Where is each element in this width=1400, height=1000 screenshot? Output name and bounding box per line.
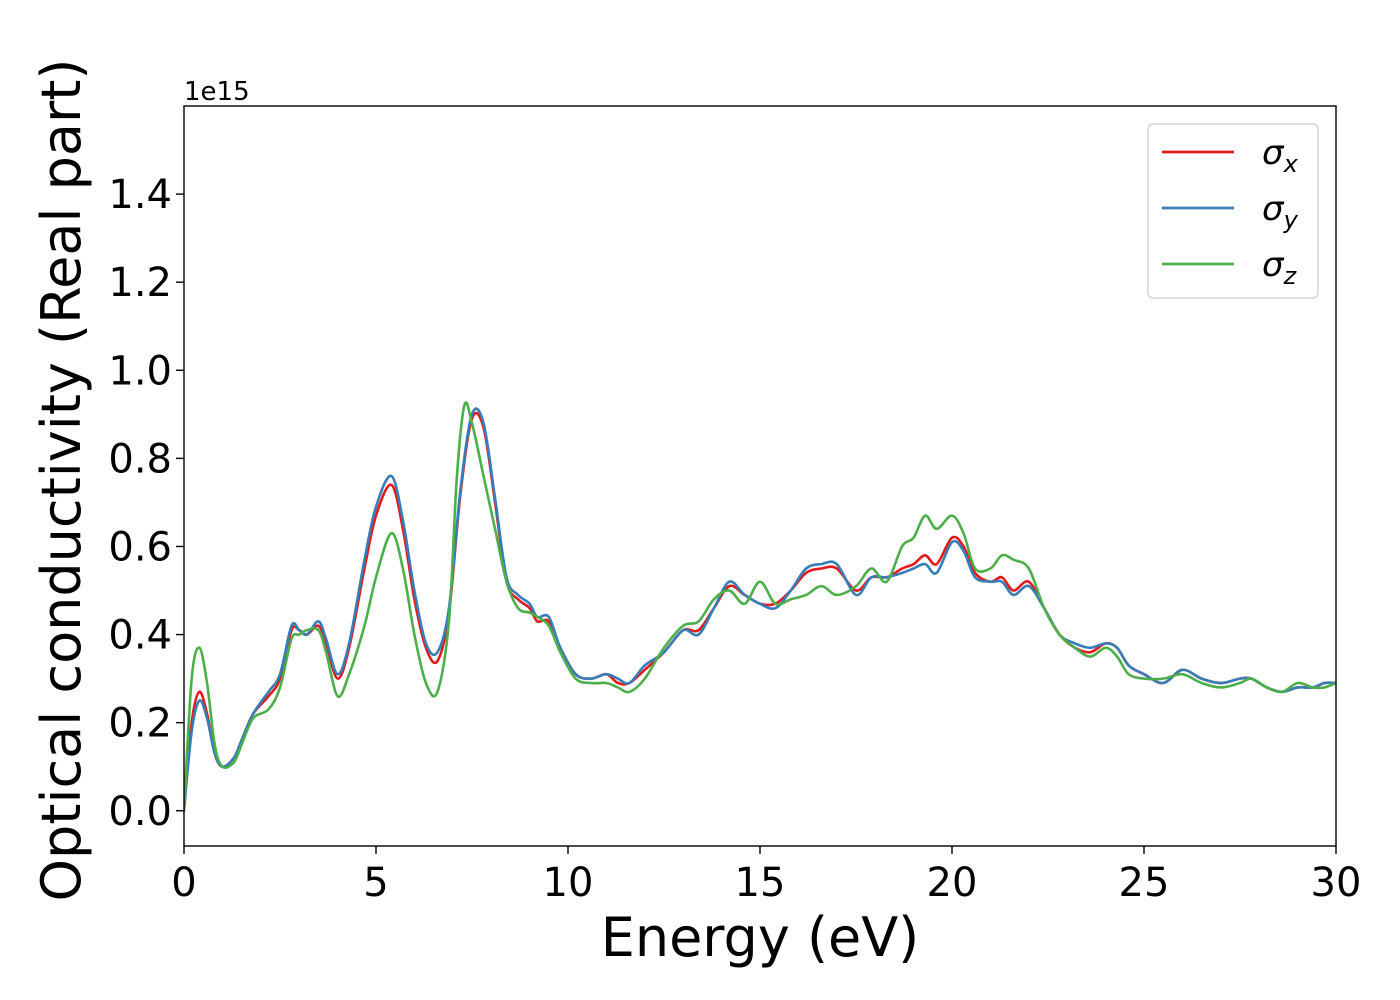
- x-tick-label: 30: [1311, 860, 1362, 906]
- legend-label: σy: [1262, 189, 1299, 234]
- x-tick-label: 15: [735, 860, 786, 906]
- y-axis-label: Optical conductivity (Real part): [30, 59, 93, 902]
- y-tick-label: 1.0: [108, 348, 172, 394]
- y-tick-label: 0.6: [108, 524, 172, 570]
- y-tick-label: 1.2: [108, 260, 172, 306]
- y-tick-label: 0.0: [108, 789, 172, 835]
- y-axis-ticks: 0.0 0.2 0.4 0.6 0.8 1.0 1.2 1.4: [108, 172, 184, 835]
- y-tick-label: 0.2: [108, 701, 172, 747]
- x-axis-label: Energy (eV): [601, 906, 920, 969]
- y-offset-label: 1e15: [184, 77, 250, 107]
- legend: σx σy σz: [1147, 123, 1319, 299]
- x-tick-label: 5: [363, 860, 388, 906]
- x-tick-label: 20: [927, 860, 978, 906]
- y-tick-label: 0.4: [108, 613, 172, 659]
- legend-item-z: σz: [1162, 245, 1298, 290]
- x-tick-label: 10: [543, 860, 594, 906]
- series-line-x: [184, 411, 1336, 813]
- series-line-y: [184, 407, 1336, 813]
- legend-label: σz: [1262, 245, 1298, 290]
- x-axis-ticks: 0 5 10 15 20 25 30: [171, 846, 1361, 906]
- legend-item-y: σy: [1162, 189, 1299, 234]
- y-tick-label: 0.8: [108, 436, 172, 482]
- series-lines: [184, 401, 1336, 813]
- x-tick-label: 0: [171, 860, 196, 906]
- series-line-z: [184, 401, 1336, 813]
- x-tick-label: 25: [1119, 860, 1170, 906]
- legend-box: [1147, 123, 1319, 299]
- legend-label: σx: [1262, 133, 1299, 178]
- legend-item-x: σx: [1162, 133, 1299, 178]
- y-tick-label: 1.4: [108, 172, 172, 218]
